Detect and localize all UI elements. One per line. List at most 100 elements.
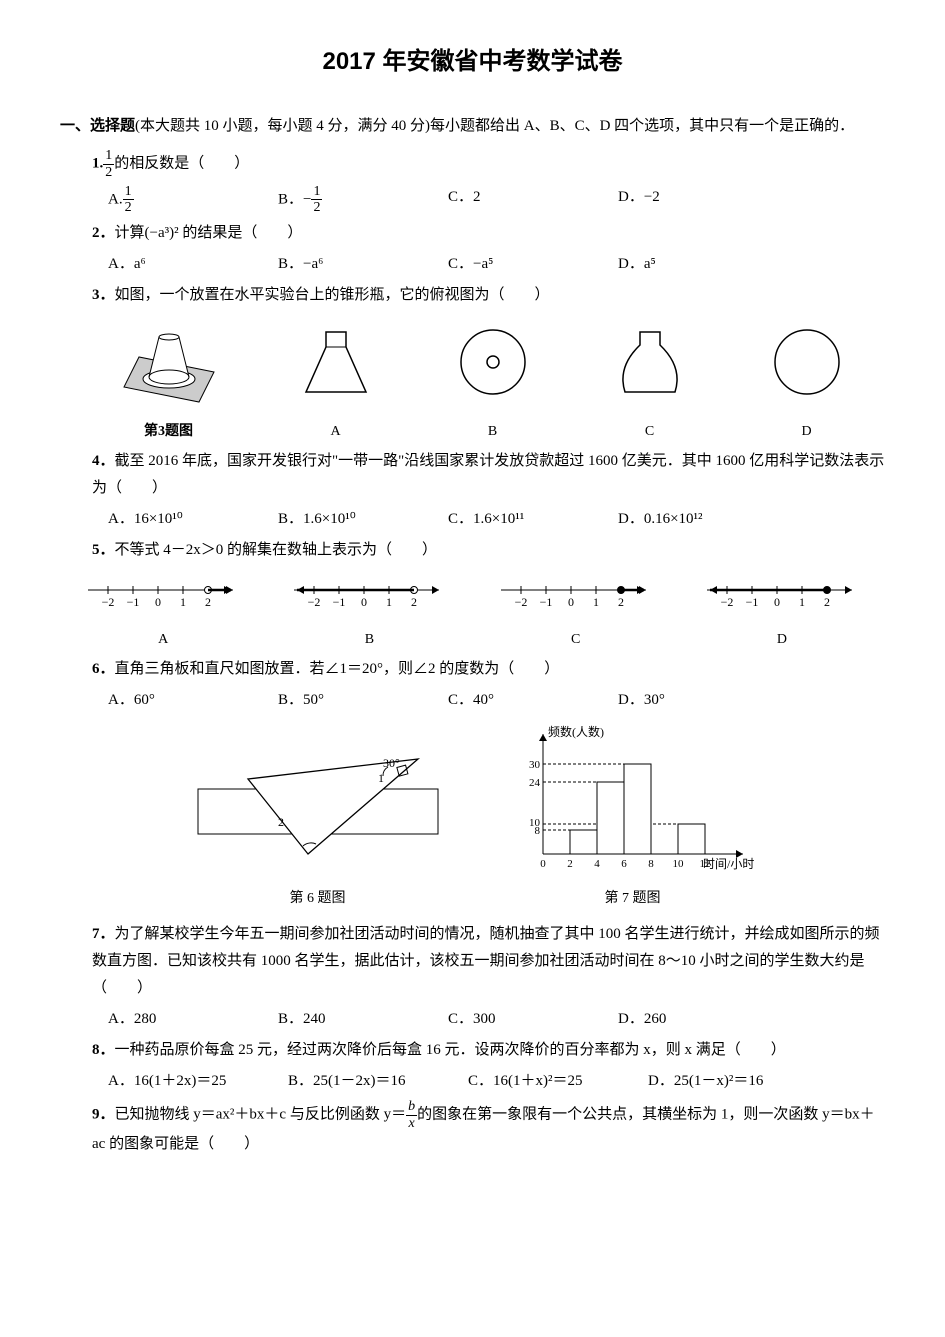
svg-text:1: 1: [180, 595, 186, 609]
q3-number: 3．: [92, 287, 115, 303]
q9-fraction: bx: [406, 1099, 417, 1131]
q2-opt-a: A．a⁶: [108, 251, 278, 278]
q1-c-label: C．: [448, 189, 473, 205]
q7-figure: 频数(人数) 时间/小时 0 2 4 6 8 10 12 8 10 24 30 …: [508, 724, 758, 911]
q5-numberlines: −2 −1 0 1 2 A −2 −1 0 1 2: [60, 570, 885, 652]
q1-d-label: D．: [618, 189, 644, 205]
svg-text:−2: −2: [514, 595, 527, 609]
svg-text:10: 10: [672, 858, 684, 870]
q6-opt-a: A．60°: [108, 687, 278, 714]
q1-fraction: 12: [103, 148, 114, 180]
svg-text:0: 0: [774, 595, 780, 609]
svg-text:2: 2: [824, 595, 830, 609]
frac-den: x: [406, 1116, 417, 1131]
svg-text:24: 24: [529, 777, 541, 789]
q5-nl-b: −2 −1 0 1 2 B: [289, 570, 449, 652]
svg-text:0: 0: [155, 595, 161, 609]
q1-opt-b: B．−12: [278, 184, 448, 216]
q1-opt-c: C．2: [448, 184, 618, 216]
q8-opt-d: D．25(1－x)²＝16: [648, 1068, 828, 1095]
histogram-chart: 频数(人数) 时间/小时 0 2 4 6 8 10 12 8 10 24 30: [508, 724, 758, 874]
q8-number: 8．: [92, 1042, 115, 1058]
q7-opt-d: D．260: [618, 1006, 788, 1033]
section-label: 一、选择题: [60, 118, 135, 134]
svg-text:−2: −2: [308, 595, 321, 609]
q7-opt-b: B．240: [278, 1006, 448, 1033]
q8-stem: 一种药品原价每盒 25 元，经过两次降价后每盒 16 元．设两次降价的百分率都为…: [115, 1042, 786, 1058]
q8-opt-c: C．16(1＋x)²＝25: [468, 1068, 648, 1095]
svg-text:10: 10: [529, 817, 541, 829]
flask-outline-a-icon: [291, 317, 381, 407]
question-4: 4．截至 2016 年底，国家开发银行对"一带一路"沿线国家累计发放贷款超过 1…: [92, 448, 885, 502]
svg-text:0: 0: [361, 595, 367, 609]
q5-c-label: C: [496, 627, 656, 652]
q3-c-label: C: [605, 419, 695, 444]
svg-text:2: 2: [618, 595, 624, 609]
fraction-icon: 12: [311, 184, 322, 216]
svg-text:4: 4: [594, 858, 600, 870]
svg-text:8: 8: [648, 858, 654, 870]
q4-opt-c: C．1.6×10¹¹: [448, 506, 618, 533]
svg-text:2: 2: [411, 595, 417, 609]
svg-text:1: 1: [799, 595, 805, 609]
numberline-a-icon: −2 −1 0 1 2: [83, 570, 243, 615]
svg-text:30: 30: [529, 759, 541, 771]
q7-number: 7．: [92, 926, 115, 942]
numberline-b-icon: −2 −1 0 1 2: [289, 570, 449, 615]
q3-a-label: A: [291, 419, 381, 444]
q5-nl-d: −2 −1 0 1 2 D: [702, 570, 862, 652]
concentric-circles-icon: [448, 317, 538, 407]
q7-opt-c: C．300: [448, 1006, 618, 1033]
q5-d-label: D: [702, 627, 862, 652]
q5-number: 5．: [92, 542, 115, 558]
q6-options: A．60° B．50° C．40° D．30°: [108, 687, 885, 714]
q3-opt-b-figure: B: [448, 317, 538, 444]
q5-a-label: A: [83, 627, 243, 652]
q9-stem-before: 已知抛物线 y＝ax²＋bx＋c 与反比例函数 y＝: [115, 1107, 407, 1123]
fig-6-7-row: 30° 1 2 第 6 题图 频数(人数) 时间/小时 0 2 4 6 8 10…: [60, 724, 885, 911]
q8-opt-a: A．16(1＋2x)＝25: [108, 1068, 288, 1095]
q6-opt-d: D．30°: [618, 687, 788, 714]
question-7: 7．为了解某校学生今年五一期间参加社团活动时间的情况，随机抽查了其中 100 名…: [92, 921, 885, 1002]
xlabel: 时间/小时: [703, 857, 754, 871]
q4-opt-d: D．0.16×10¹²: [618, 506, 788, 533]
q3-opt-d-figure: D: [762, 317, 852, 444]
frac-num: b: [406, 1099, 417, 1115]
svg-text:1: 1: [386, 595, 392, 609]
question-9: 9．已知抛物线 y＝ax²＋bx＋c 与反比例函数 y＝bx的图象在第一象限有一…: [92, 1099, 885, 1158]
q1-d-val: −2: [644, 189, 660, 205]
q3-stem: 如图，一个放置在水平实验台上的锥形瓶，它的俯视图为（ ）: [115, 287, 550, 303]
circle-icon: [762, 317, 852, 407]
q1-number: 1.: [92, 156, 103, 172]
q1-c-val: 2: [473, 189, 481, 205]
q4-stem: 截至 2016 年底，国家开发银行对"一带一路"沿线国家累计发放贷款超过 160…: [92, 453, 884, 496]
q6-number: 6．: [92, 661, 115, 677]
q7-opt-a: A．280: [108, 1006, 278, 1033]
q5-b-label: B: [289, 627, 449, 652]
ylabel: 频数(人数): [548, 724, 604, 739]
page-title: 2017 年安徽省中考数学试卷: [60, 40, 885, 83]
q2-opt-d: D．a⁵: [618, 251, 788, 278]
q4-options: A．16×10¹⁰ B．1.6×10¹⁰ C．1.6×10¹¹ D．0.16×1…: [108, 506, 885, 533]
q6-figure: 30° 1 2 第 6 题图: [188, 734, 448, 911]
q7-stem: 为了解某校学生今年五一期间参加社团活动时间的情况，随机抽查了其中 100 名学生…: [92, 926, 880, 996]
q5-stem: 不等式 4－2x＞0 的解集在数轴上表示为（ ）: [115, 542, 438, 558]
question-2: 2．计算(−a³)² 的结果是（ ）: [92, 220, 885, 247]
numberline-c-icon: −2 −1 0 1 2: [496, 570, 656, 615]
q3-figures: 第3题图 A B C D: [80, 317, 885, 444]
q4-opt-a: A．16×10¹⁰: [108, 506, 278, 533]
question-3: 3．如图，一个放置在水平实验台上的锥形瓶，它的俯视图为（ ）: [92, 282, 885, 309]
svg-text:6: 6: [621, 858, 627, 870]
svg-text:0: 0: [540, 858, 546, 870]
flask-3d-icon: [114, 317, 224, 407]
q1-stem: 的相反数是（ ）: [114, 156, 249, 172]
q8-opt-b: B．25(1－2x)＝16: [288, 1068, 468, 1095]
svg-text:−1: −1: [333, 595, 346, 609]
q5-nl-a: −2 −1 0 1 2 A: [83, 570, 243, 652]
q7-fig-caption: 第 7 题图: [508, 886, 758, 911]
svg-text:−1: −1: [745, 595, 758, 609]
q5-nl-c: −2 −1 0 1 2 C: [496, 570, 656, 652]
q9-number: 9．: [92, 1107, 115, 1123]
q3-figure-source: 第3题图: [114, 317, 224, 444]
q2-number: 2．: [92, 225, 115, 241]
